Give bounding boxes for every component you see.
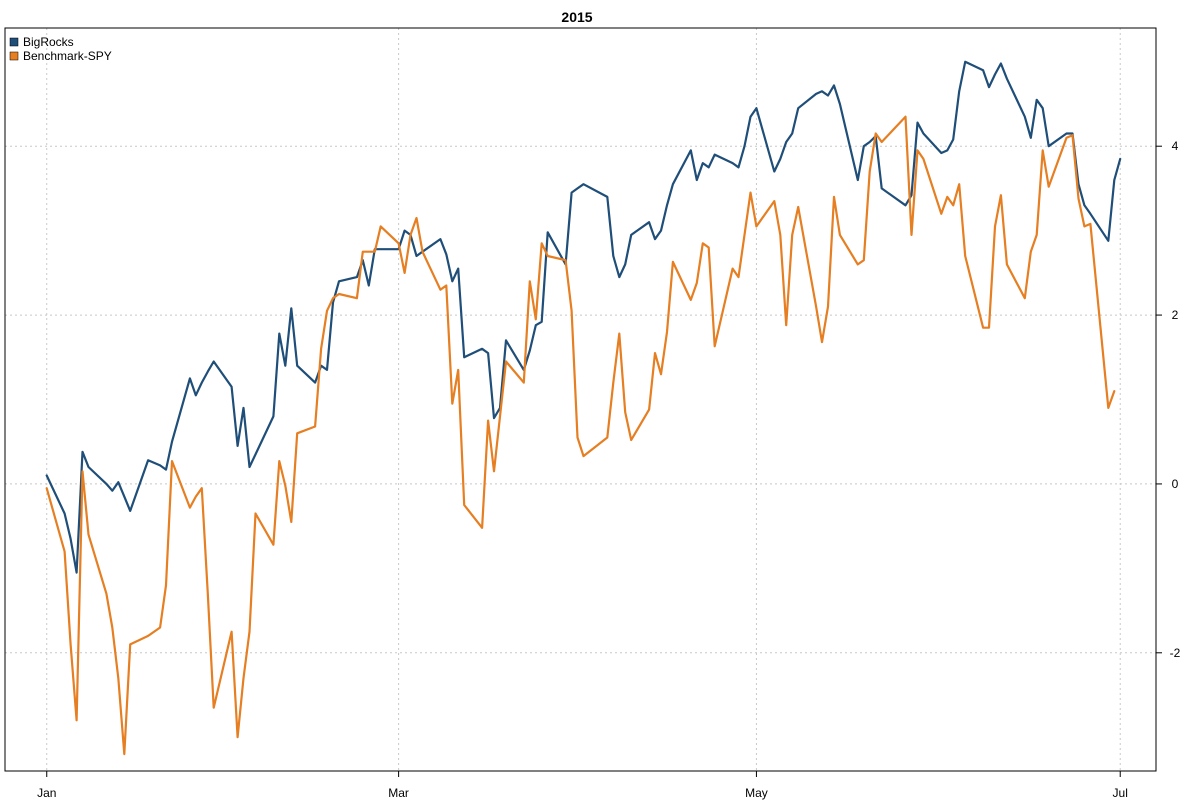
series-line-0 xyxy=(45,60,1122,574)
legend-label-1: Benchmark-SPY xyxy=(23,49,112,63)
plot-frame xyxy=(4,27,1157,772)
grid xyxy=(5,28,1156,771)
y-tick-label-2: 2 xyxy=(1172,308,1179,322)
y-tick-label-3: 4 xyxy=(1172,139,1179,153)
legend-label-0: BigRocks xyxy=(23,35,74,49)
series-group xyxy=(45,60,1122,756)
x-tick-label-2: May xyxy=(745,786,768,800)
y-tick-label-1: 0 xyxy=(1172,477,1179,491)
legend-swatch-1 xyxy=(9,51,19,61)
x-tick-label-3: Jul xyxy=(1113,786,1128,800)
series-line-1 xyxy=(45,115,1116,756)
x-tick-label-0: Jan xyxy=(37,786,56,800)
legend-swatch-0 xyxy=(9,37,19,47)
x-tick-label-1: Mar xyxy=(388,786,409,800)
y-tick-label-0: -2 xyxy=(1170,646,1181,660)
y-axis: -2 0 2 4 xyxy=(1156,139,1181,660)
x-axis: Jan Mar May Jul xyxy=(37,771,1128,800)
chart-title: 2015 xyxy=(561,9,592,25)
